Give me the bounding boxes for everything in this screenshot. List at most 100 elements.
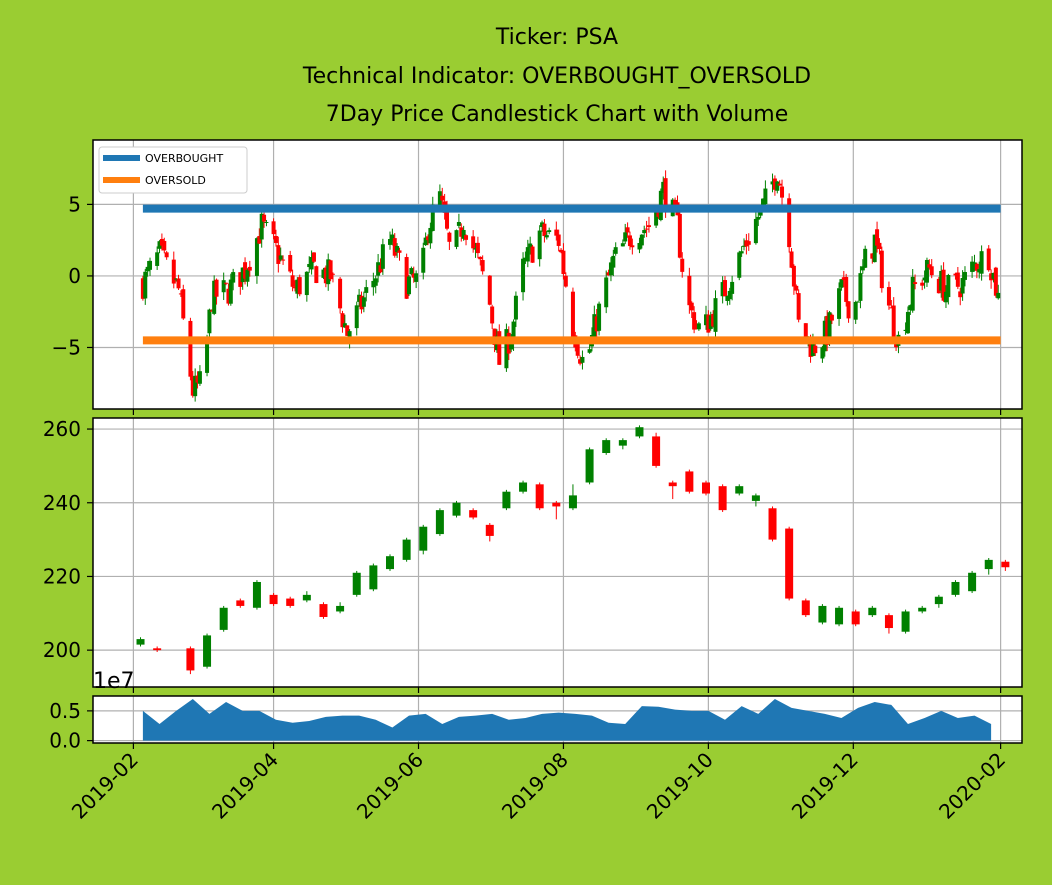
indicator-candle-body bbox=[307, 263, 312, 268]
price-candle-body bbox=[652, 436, 661, 466]
indicator-candle-body bbox=[580, 356, 585, 363]
indicator-candle-body bbox=[226, 288, 231, 304]
indicator-candle-body bbox=[844, 276, 849, 302]
indicator-candle-body bbox=[637, 242, 642, 250]
indicator-candle-body bbox=[979, 251, 984, 274]
indicator-candle-body bbox=[521, 258, 526, 293]
indicator-candle-body bbox=[447, 232, 452, 242]
indicator-panel: OVERBOUGHT OVERSOLD 5 0 −5 bbox=[52, 139, 1023, 415]
price-candle-body bbox=[136, 639, 145, 645]
indicator-candle-body bbox=[295, 279, 300, 294]
indicator-candle-body bbox=[856, 301, 861, 303]
indicator-candle-body bbox=[323, 267, 328, 284]
indicator-candle-body bbox=[157, 241, 162, 249]
indicator-candle-body bbox=[231, 272, 236, 283]
indicator-candle-body bbox=[810, 341, 815, 357]
indicator-candle-body bbox=[913, 282, 918, 284]
indicator-candle-body bbox=[292, 286, 297, 289]
price-candle-body bbox=[319, 604, 328, 617]
indicator-candle-body bbox=[689, 302, 694, 311]
indicator-candle-body bbox=[459, 227, 464, 237]
indicator-candle-body bbox=[262, 214, 267, 222]
title-line-ticker: Ticker: PSA bbox=[495, 25, 618, 50]
indicator-candle-body bbox=[905, 311, 910, 334]
indicator-candle-body bbox=[730, 281, 735, 294]
price-candle-body bbox=[918, 607, 927, 612]
indicator-candle-body bbox=[155, 252, 160, 266]
indicator-candle-body bbox=[193, 375, 198, 397]
indicator-candle-body bbox=[228, 279, 233, 304]
indicator-candle-body bbox=[547, 230, 552, 233]
indicator-candle-body bbox=[162, 240, 167, 251]
indicator-candle-body bbox=[537, 230, 542, 260]
indicator-candle-body bbox=[371, 280, 376, 288]
indicator-candle-body bbox=[290, 275, 295, 287]
indicator-candles bbox=[140, 170, 1001, 402]
legend-label-oversold: OVERSOLD bbox=[145, 174, 206, 187]
price-candle-body bbox=[219, 607, 228, 630]
indicator-candle-body bbox=[627, 235, 632, 247]
price-candle-body bbox=[868, 607, 877, 616]
indicator-candle-body bbox=[342, 323, 347, 328]
indicator-candle-body bbox=[525, 247, 530, 262]
indicator-candle-body bbox=[314, 266, 319, 284]
indicator-candle-body bbox=[178, 293, 183, 295]
price-panel-background bbox=[93, 418, 1022, 687]
indicator-candle-body bbox=[746, 241, 751, 245]
indicator-candle-body bbox=[696, 323, 701, 330]
indicator-candle-body bbox=[623, 232, 628, 242]
indicator-candle-body bbox=[720, 282, 725, 297]
indicator-candle-body bbox=[487, 275, 492, 305]
indicator-candle-body bbox=[587, 349, 592, 353]
indicator-candle-body bbox=[742, 245, 747, 247]
indicator-candle-body bbox=[340, 313, 345, 328]
indicator-candle-body bbox=[604, 277, 609, 308]
indicator-candle-body bbox=[903, 329, 908, 332]
y-tick-label: 220 bbox=[43, 564, 81, 588]
indicator-candle-body bbox=[347, 331, 352, 341]
price-candle-body bbox=[336, 605, 345, 612]
indicator-candle-body bbox=[727, 290, 732, 300]
indicator-candle-body bbox=[578, 359, 583, 364]
chart-title: Ticker: PSA Technical Indicator: OVERBOU… bbox=[302, 25, 811, 127]
indicator-candle-body bbox=[174, 278, 179, 280]
indicator-candle-body bbox=[357, 294, 362, 302]
indicator-candle-body bbox=[713, 298, 718, 332]
indicator-candle-body bbox=[359, 295, 364, 310]
indicator-candle-body bbox=[687, 275, 692, 306]
indicator-candle-body bbox=[863, 248, 868, 268]
indicator-candle-body bbox=[480, 260, 485, 272]
indicator-candle-body bbox=[387, 239, 392, 245]
indicator-candle-body bbox=[962, 272, 967, 280]
indicator-candle-body bbox=[473, 248, 478, 250]
price-candle-body bbox=[901, 611, 910, 632]
y-tick-label: 240 bbox=[43, 491, 81, 515]
indicator-candle-body bbox=[796, 293, 801, 320]
indicator-candle-body bbox=[777, 183, 782, 186]
indicator-candle-body bbox=[245, 270, 250, 282]
price-candle-body bbox=[568, 495, 577, 509]
indicator-candle-body bbox=[770, 181, 775, 185]
indicator-candle-body bbox=[528, 243, 533, 248]
indicator-candle-body bbox=[780, 186, 785, 198]
indicator-candle-body bbox=[240, 267, 245, 283]
price-candle-body bbox=[535, 484, 544, 509]
price-candle-body bbox=[585, 449, 594, 483]
indicator-candle-body bbox=[409, 268, 414, 275]
indicator-candle-body bbox=[677, 213, 682, 258]
indicator-candle-body bbox=[924, 259, 929, 283]
title-line-indicator: Technical Indicator: OVERBOUGHT_OVERSOLD bbox=[302, 64, 811, 89]
indicator-candle-body bbox=[428, 227, 433, 244]
price-candle-body bbox=[203, 635, 212, 667]
price-candle-body bbox=[1001, 561, 1010, 568]
price-candle-body bbox=[685, 471, 694, 492]
price-candle-body bbox=[751, 495, 760, 501]
indicator-candle-body bbox=[559, 249, 564, 253]
indicator-candle-body bbox=[680, 258, 685, 272]
indicator-candle-body bbox=[761, 198, 766, 205]
y-tick-label: 0.0 bbox=[49, 729, 81, 753]
indicator-candle-body bbox=[939, 270, 944, 291]
y-tick-label: −5 bbox=[52, 335, 81, 359]
price-candle-body bbox=[186, 648, 195, 671]
indicator-candle-body bbox=[143, 271, 148, 299]
